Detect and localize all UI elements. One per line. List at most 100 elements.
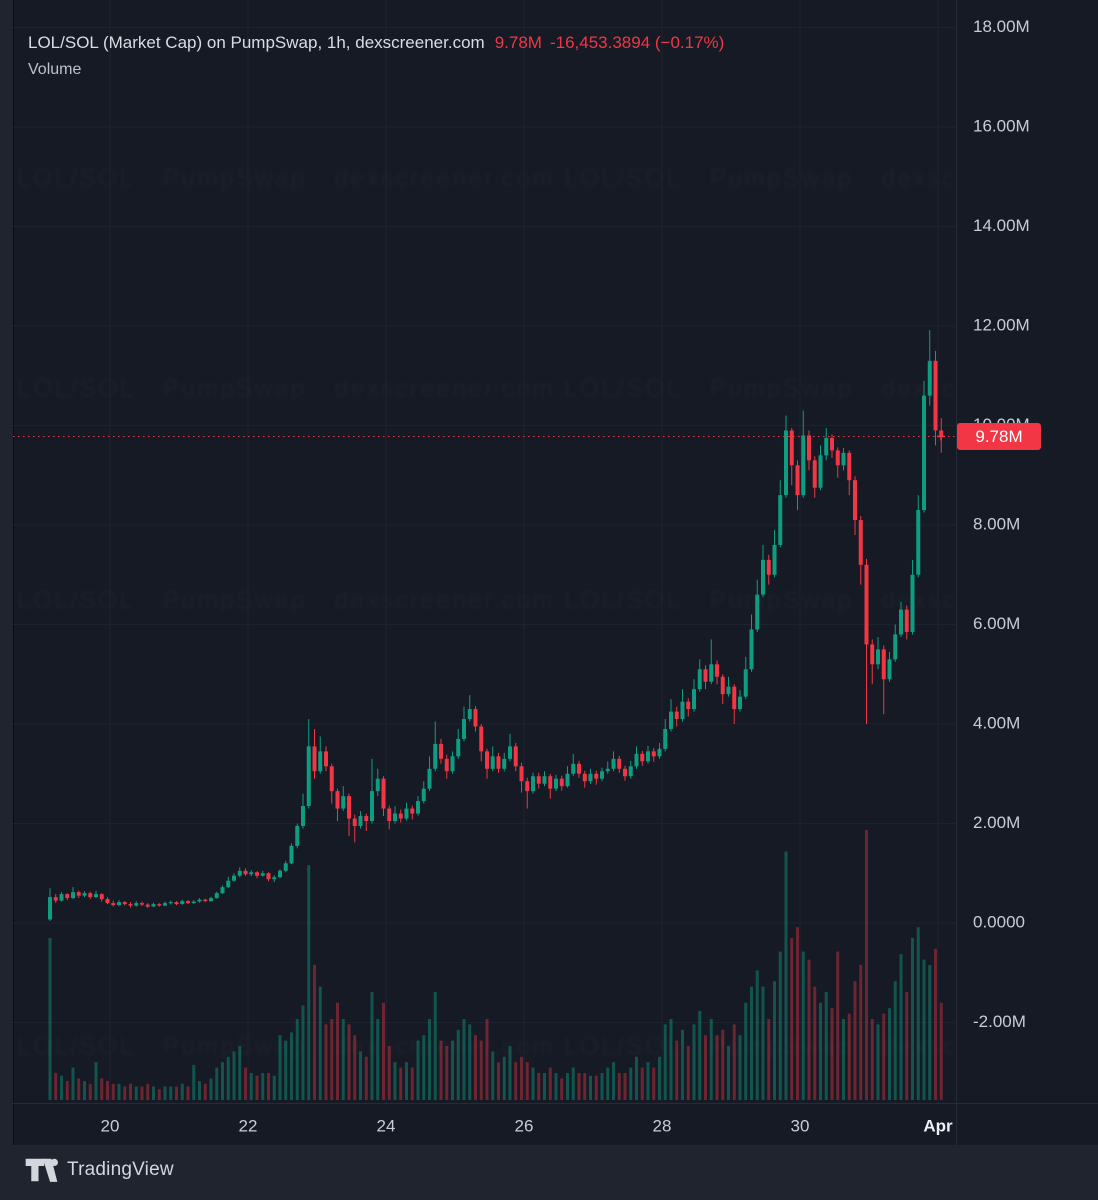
volume-bar [939, 1002, 943, 1100]
candle-body [502, 758, 507, 769]
volume-bar [773, 981, 776, 1100]
candle-body [887, 659, 892, 680]
candle-body [916, 510, 921, 575]
candle-body [341, 796, 346, 809]
volume-bar [180, 1083, 184, 1100]
price-axis[interactable] [956, 0, 1098, 1103]
volume-bar [456, 1029, 460, 1100]
volume-bar [410, 1067, 414, 1100]
volume-bar [767, 1019, 771, 1100]
volume-bar [934, 948, 937, 1100]
candle-body [864, 564, 869, 645]
volume-bar [175, 1086, 178, 1100]
volume-bar [663, 1024, 667, 1100]
candle-body [801, 435, 806, 496]
candle-body [255, 872, 259, 876]
candle-body [640, 753, 645, 762]
volume-bar [272, 1075, 276, 1100]
candle-body [692, 689, 696, 710]
volume-bar [675, 1040, 679, 1100]
volume-bar [623, 1073, 627, 1100]
candle-body [48, 897, 52, 920]
volume-bar [301, 1005, 305, 1100]
volume-bar [129, 1083, 132, 1100]
volume-bar [330, 1019, 334, 1100]
volume-bar [594, 1075, 598, 1100]
volume-bar [295, 1019, 299, 1100]
symbol-title[interactable]: LOL/SOL (Market Cap) on PumpSwap, 1h, de… [28, 33, 485, 52]
candle-body [358, 816, 363, 826]
candle-body [370, 791, 374, 822]
candle-body [818, 455, 823, 488]
candle-body [927, 360, 932, 396]
volume-bar [77, 1078, 81, 1100]
price-axis-label: 18.00M [973, 17, 1030, 36]
candle-body [71, 892, 75, 899]
volume-bar [364, 1056, 368, 1100]
candle-body [807, 435, 811, 461]
volume-bar [525, 1062, 529, 1100]
volume-bar [606, 1067, 610, 1100]
volume-bar [100, 1078, 104, 1100]
candle-body [65, 894, 70, 899]
candle-body [76, 892, 81, 896]
candle-body [122, 902, 127, 905]
candle-body [858, 520, 863, 565]
volume-bar [755, 970, 759, 1100]
candle-body [893, 634, 898, 660]
volume-bar [692, 1024, 696, 1100]
candle-body [260, 873, 265, 876]
candle-body [582, 773, 587, 782]
candle-body [559, 778, 564, 787]
volume-bar [186, 1086, 190, 1100]
volume-bar [859, 965, 863, 1100]
volume-bar [842, 1019, 845, 1100]
candle-body [732, 686, 737, 710]
candle-body [226, 880, 231, 888]
candle-body [312, 746, 317, 772]
candle-body [663, 728, 668, 749]
candle-body [749, 629, 754, 670]
candle-body [922, 395, 926, 511]
price-axis-label: 12.00M [973, 315, 1030, 334]
time-axis-label: 22 [239, 1116, 258, 1135]
volume-bar [433, 992, 437, 1100]
volume-bar [830, 1008, 834, 1100]
legend-symbol-row[interactable]: LOL/SOL (Market Cap) on PumpSwap, 1h, de… [28, 30, 724, 56]
candle-body [720, 676, 725, 695]
tradingview-branding[interactable]: TradingView [25, 1158, 174, 1182]
candle-body [600, 771, 604, 779]
volume-bar [117, 1083, 121, 1100]
volume-bar [836, 951, 840, 1100]
candle-body [853, 480, 857, 521]
candle-body [680, 701, 685, 720]
volume-bar [750, 986, 753, 1100]
volume-bar [612, 1062, 615, 1100]
candle-body [398, 813, 403, 819]
candle-body [519, 766, 524, 782]
candle-body [301, 806, 305, 826]
candle-body [812, 460, 817, 488]
volume-bar [416, 1040, 420, 1100]
legend-indicator-row[interactable]: Volume [28, 57, 724, 83]
chart-plot[interactable]: LOL/SOL · PumpSwap · dexscreener.com LOL… [0, 0, 1098, 1145]
candle-body [128, 904, 133, 906]
volume-bar [485, 1019, 489, 1100]
volume-bar [238, 1046, 242, 1100]
volume-bar [709, 1019, 713, 1100]
volume-bar [640, 1067, 644, 1100]
volume-indicator-label[interactable]: Volume [28, 61, 82, 78]
volume-bar [152, 1086, 155, 1100]
volume-bar [54, 1073, 58, 1100]
candle-body [709, 664, 714, 682]
candle-body [847, 452, 852, 481]
volume-bar [393, 1062, 397, 1100]
volume-bar [727, 1046, 730, 1100]
volume-bar [502, 1056, 506, 1100]
volume-bar [123, 1086, 127, 1100]
volume-bar [669, 1019, 673, 1100]
volume-bar [508, 1046, 512, 1100]
volume-bar [318, 986, 322, 1100]
time-axis-label: 20 [101, 1116, 120, 1135]
volume-bar [462, 1019, 466, 1100]
